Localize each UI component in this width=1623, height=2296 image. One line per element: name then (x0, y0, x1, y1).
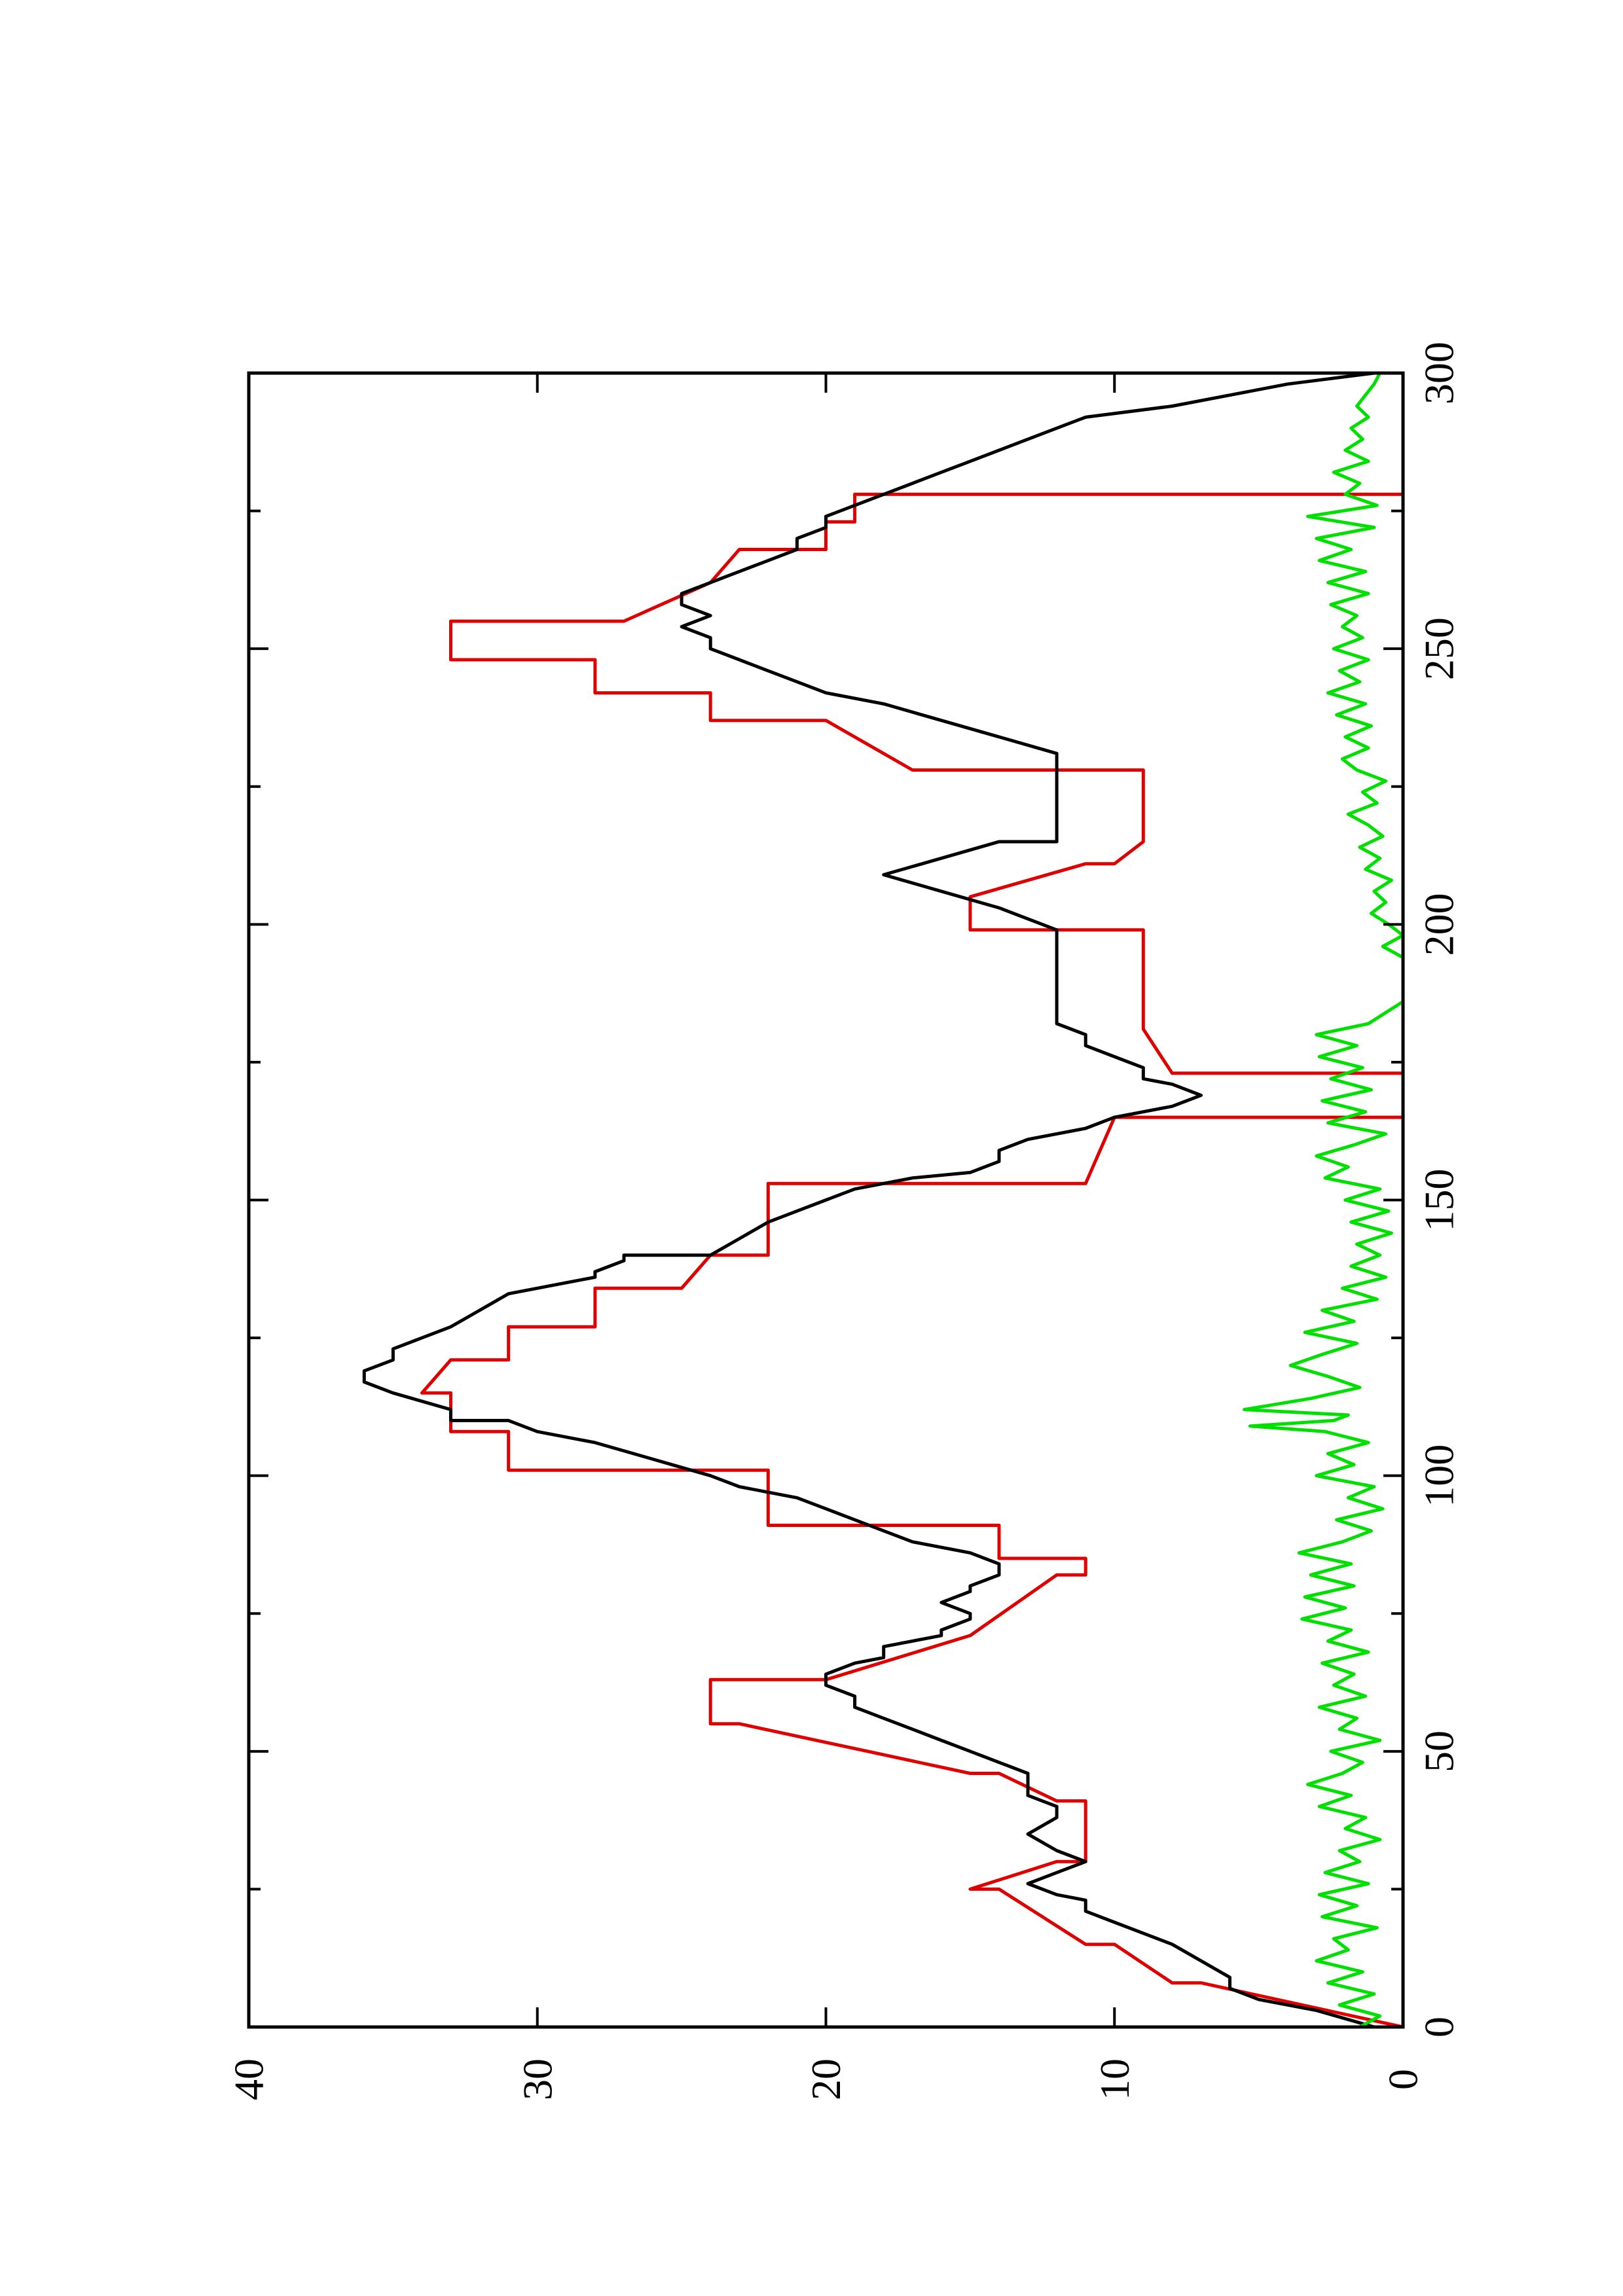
x-tick-label: 150 (1416, 1169, 1463, 1232)
x-tick-label: 100 (1416, 1444, 1463, 1507)
label-layer: 0 50 100 150 200 250 300 0 10 20 30 40 (226, 342, 1463, 2100)
y-tick-label: 30 (514, 2058, 560, 2100)
y-tick-label: 10 (1091, 2058, 1138, 2100)
y-tick-label: 40 (226, 2058, 272, 2100)
series-line-2 (362, 371, 1375, 2029)
series-line-1 (420, 373, 1405, 2029)
x-tick-label: 300 (1416, 342, 1463, 404)
x-tick-label: 200 (1416, 893, 1463, 956)
plot-frame (247, 371, 1405, 2029)
x-tick-label: 250 (1416, 617, 1463, 680)
series-line-3 (1243, 372, 1405, 2029)
x-tick-label: 0 (1416, 2017, 1463, 2037)
x-tick-label: 50 (1416, 1731, 1463, 1772)
series-layer (362, 371, 1405, 2029)
y-tick-label: 0 (1380, 2069, 1427, 2090)
y-tick-label: 20 (803, 2058, 849, 2100)
